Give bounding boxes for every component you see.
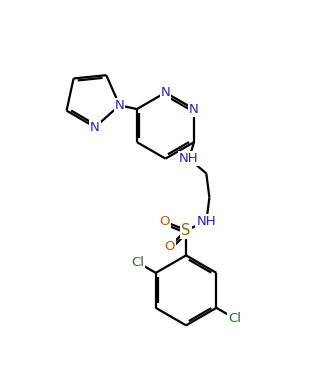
Text: O: O <box>165 240 175 253</box>
Text: N: N <box>189 102 199 116</box>
Text: S: S <box>181 223 191 238</box>
Text: N: N <box>161 86 171 99</box>
Text: NH: NH <box>179 152 199 165</box>
Text: NH: NH <box>197 215 216 228</box>
Text: Cl: Cl <box>131 256 144 269</box>
Text: N: N <box>115 99 124 112</box>
Text: N: N <box>90 121 100 134</box>
Text: O: O <box>159 215 170 228</box>
Text: Cl: Cl <box>228 312 241 325</box>
